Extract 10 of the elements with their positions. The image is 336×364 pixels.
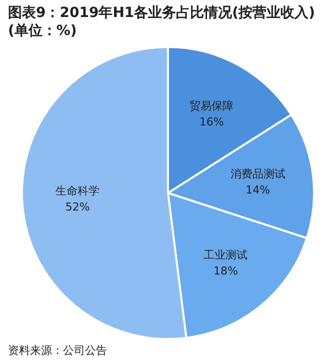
- slice-label: 贸易保障: [190, 100, 234, 113]
- data-label: 14%: [246, 184, 270, 197]
- data-label: 16%: [199, 116, 224, 129]
- chart-title: 图表9：2019年H1各业务占比情况(按营业收入)(单位：%): [8, 4, 316, 40]
- slice-label: 工业测试: [204, 248, 248, 262]
- slice-label: 生命科学: [56, 184, 100, 198]
- text: 资料来源：公司公告: [8, 343, 107, 358]
- data-label: 18%: [213, 264, 238, 278]
- data-label: 52%: [65, 200, 90, 214]
- slice-label: 消费品测试: [230, 168, 286, 181]
